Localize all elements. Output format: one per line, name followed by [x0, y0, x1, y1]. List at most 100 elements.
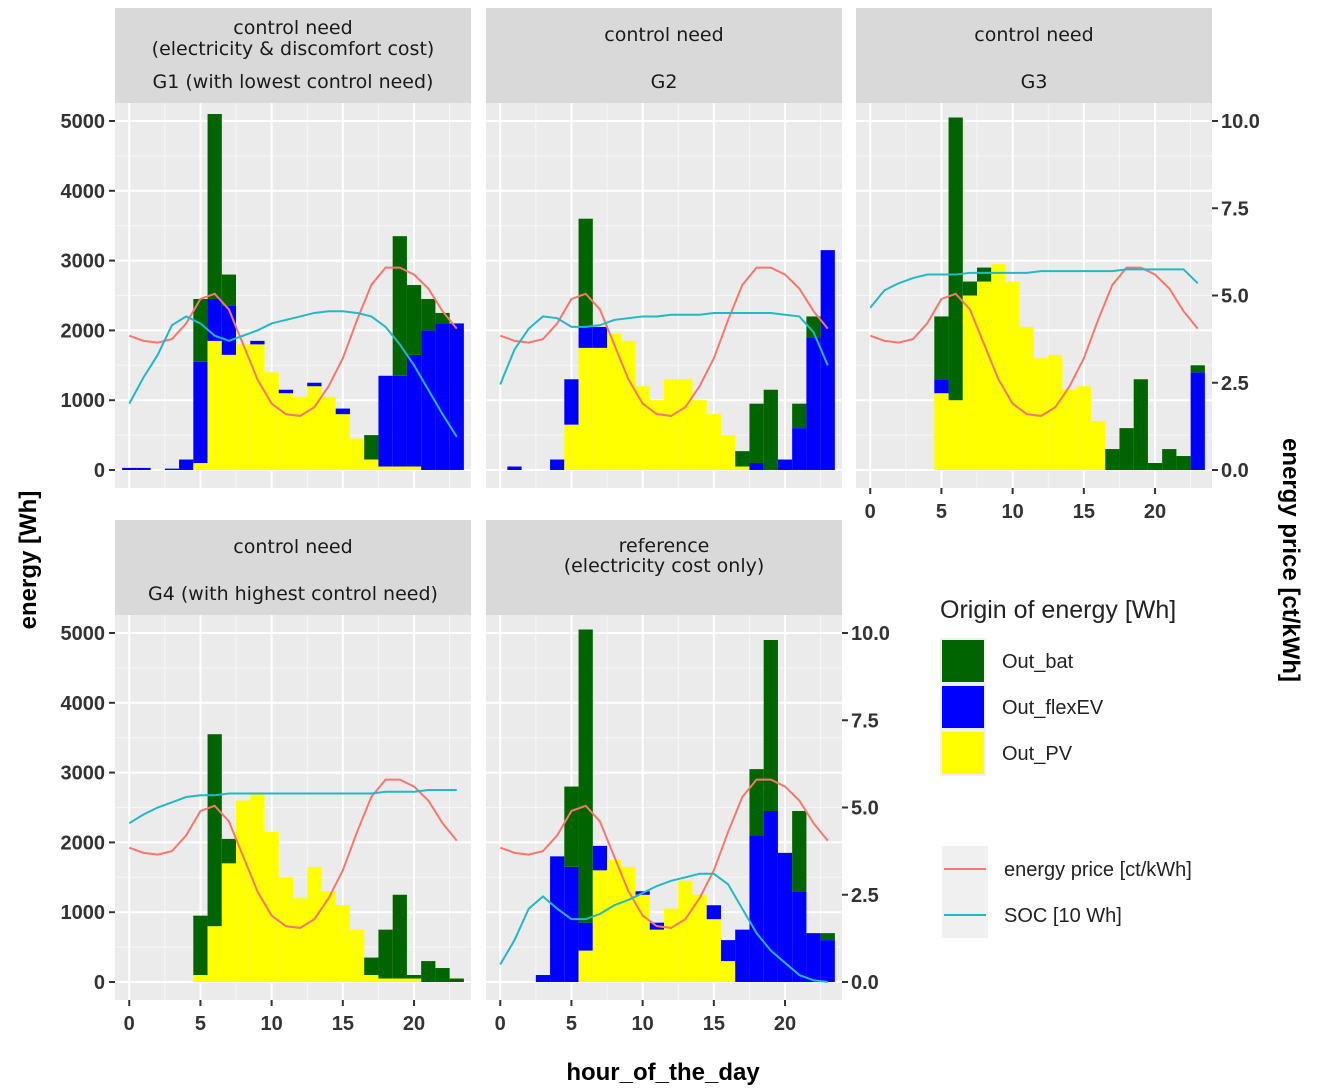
bar-out-pv [664, 908, 679, 982]
bar-out-bat [564, 786, 579, 867]
legend-swatch-out-flexev [942, 686, 984, 728]
bar-out-pv [278, 877, 293, 982]
bar-out-bat [948, 117, 963, 401]
x-tick-label: 0 [865, 501, 876, 523]
bar-out-flexev [278, 389, 293, 394]
y-right-tick-label: 2.5 [1221, 373, 1249, 395]
bar-out-bat [792, 810, 807, 892]
bar-out-pv [1019, 326, 1034, 470]
bar-out-pv [649, 400, 664, 470]
panel-strip-label: (electricity & discomfort cost) [152, 38, 435, 60]
bar-out-flexev [335, 408, 350, 415]
y-tick-label: 4000 [61, 181, 106, 203]
bar-out-pv [236, 344, 251, 470]
bar-out-bat [435, 968, 450, 982]
x-tick-label: 10 [261, 1013, 283, 1035]
bar-out-pv [378, 978, 393, 982]
legend-label-out-bat: Out_bat [1002, 651, 1074, 673]
bar-out-pv [1090, 421, 1106, 470]
bar-out-bat [435, 312, 450, 324]
legend-label-energy-price: energy price [ct/kWh] [1004, 859, 1192, 881]
bar-out-pv [207, 926, 222, 982]
panel-strip-label: control need [233, 17, 352, 39]
bar-out-pv [221, 863, 237, 982]
bar-out-pv [621, 340, 636, 470]
bar-out-pv [392, 978, 407, 982]
x-tick-label: 15 [332, 1013, 354, 1035]
panel-strip-label: control need [974, 24, 1093, 46]
bar-out-pv [948, 400, 963, 470]
x-tick-label: 5 [195, 1013, 206, 1035]
bar-out-pv [193, 975, 208, 982]
line-energy-price [499, 266, 829, 417]
panel-strip-label: control need [233, 536, 352, 558]
bar-out-pv [720, 961, 736, 982]
line-soc [869, 268, 1199, 309]
line-energy-price [128, 778, 458, 929]
bar-out-bat [421, 298, 436, 331]
bar-out-flexev [207, 298, 222, 341]
bar-out-bat [934, 316, 949, 380]
legend-label-out-pv: Out_PV [1002, 743, 1073, 765]
bar-out-pv [364, 459, 379, 470]
bar-out-bat [763, 389, 778, 470]
bar-out-pv [678, 880, 693, 982]
bar-out-pv [207, 340, 222, 470]
bar-out-pv [278, 393, 293, 470]
panel-strip [115, 520, 471, 615]
bar-out-pv [592, 347, 608, 470]
bar-out-bat [1147, 463, 1163, 470]
y-tick-label: 2000 [61, 320, 106, 342]
legend-swatch-out-pv [942, 732, 984, 774]
bar-out-pv [692, 400, 707, 470]
bar-out-bat [820, 933, 835, 941]
x-tick-label: 20 [1144, 501, 1166, 523]
bar-out-pv [406, 978, 422, 982]
line-soc [128, 789, 457, 825]
bar-out-bat [449, 978, 464, 982]
bar-out-flexev [792, 428, 807, 470]
x-tick-label: 15 [703, 1013, 725, 1035]
bar-out-pv [635, 894, 650, 982]
bar-out-pv [664, 379, 679, 470]
y-right-tick-label: 0.0 [851, 972, 879, 994]
panel-4: control need G4 (with highest control nee… [61, 520, 471, 1035]
bar-out-pv [649, 929, 664, 982]
bar-out-flexev [735, 929, 750, 982]
bar-out-flexev [564, 866, 579, 982]
bar-out-bat [406, 285, 422, 355]
bar-out-flexev [820, 250, 835, 470]
legend-label-soc: SOC [10 Wh] [1004, 905, 1122, 927]
bar-out-flexev [406, 354, 422, 467]
legend-swatch-out-bat [942, 640, 984, 682]
bar-out-flexev [749, 463, 764, 470]
bar-out-pv [1062, 389, 1077, 470]
bar-out-bat [193, 298, 208, 362]
bar-out-pv [221, 354, 237, 470]
bar-out-pv [706, 414, 721, 470]
bar-out-flexev [250, 340, 265, 345]
bar-out-pv [635, 386, 650, 470]
bar-out-pv [335, 414, 350, 470]
panel-strip [115, 8, 471, 103]
y-tick-label: 0 [94, 972, 105, 994]
y-right-tick-label: 7.5 [851, 710, 879, 732]
panel-1: control need(electricity & discomfort co… [61, 8, 471, 488]
x-tick-label: 5 [566, 1013, 577, 1035]
y-right-tick-label: 0.0 [1221, 460, 1249, 482]
y-tick-label: 5000 [61, 111, 106, 133]
y-axis-title-group: energy [Wh] [15, 491, 42, 630]
bar-out-bat [392, 894, 407, 979]
bar-out-pv [392, 466, 407, 470]
bar-out-flexev [820, 940, 835, 982]
bar-out-pv [720, 435, 736, 470]
bar-out-bat [193, 915, 208, 976]
bar-out-flexev [550, 856, 565, 982]
bar-out-bat [735, 451, 750, 467]
panel-strip-label: G2 [651, 71, 678, 93]
bar-out-pv [962, 295, 978, 470]
bar-out-flexev [449, 323, 464, 470]
bar-out-pv [1005, 281, 1020, 470]
legend-label-out-flexev: Out_flexEV [1002, 697, 1104, 719]
bar-out-flexev [193, 361, 208, 464]
